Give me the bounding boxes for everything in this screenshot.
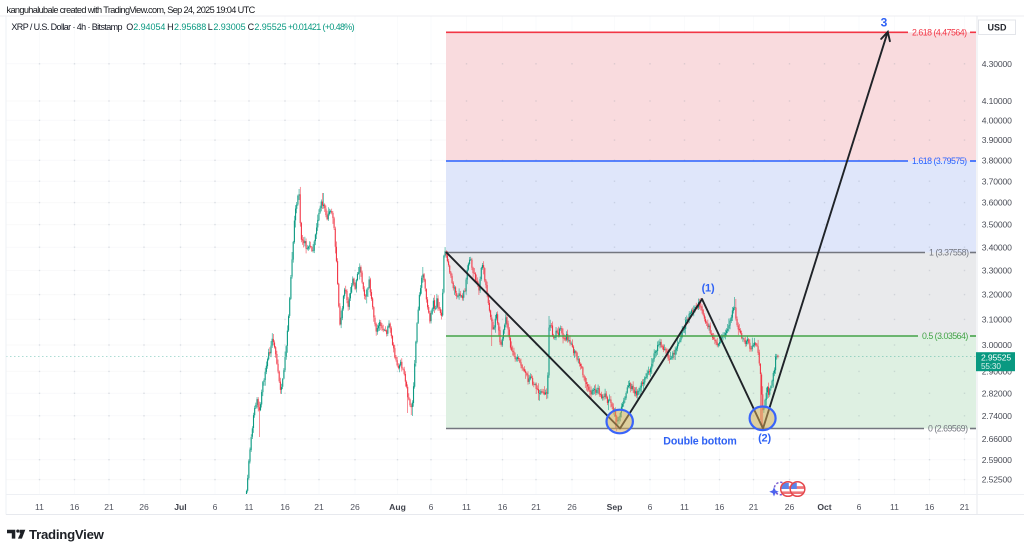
svg-text:2.95525: 2.95525 [254,22,286,32]
svg-text:21: 21 [104,502,114,512]
svg-text:H: H [167,22,173,32]
svg-text:26: 26 [785,502,795,512]
svg-text:6: 6 [429,502,434,512]
svg-text:4.00000: 4.00000 [982,115,1012,125]
svg-text:kanguhalubale created with Tra: kanguhalubale created with TradingView.c… [7,5,256,15]
svg-text:16: 16 [70,502,80,512]
svg-text:2.618 (4.47564): 2.618 (4.47564) [912,28,967,38]
svg-text:3.70000: 3.70000 [982,176,1012,186]
svg-text:4.10000: 4.10000 [982,96,1012,106]
svg-text:16: 16 [498,502,508,512]
svg-text:0.5 (3.03564): 0.5 (3.03564) [922,331,968,341]
svg-text:Oct: Oct [817,502,831,512]
svg-text:2.95688: 2.95688 [174,22,206,32]
svg-text:11: 11 [462,502,471,512]
svg-text:(2): (2) [758,433,771,445]
svg-text:6: 6 [648,502,653,512]
svg-text:C: C [248,22,255,32]
svg-text:2.52500: 2.52500 [982,475,1012,485]
svg-text:Double bottom: Double bottom [663,436,736,448]
svg-text:26: 26 [139,502,149,512]
svg-text:3.90000: 3.90000 [982,135,1012,145]
svg-text:2.93005: 2.93005 [213,22,245,32]
svg-text:11: 11 [890,502,899,512]
svg-text:55:30: 55:30 [981,362,1001,371]
svg-text:21: 21 [960,502,970,512]
svg-text:21: 21 [749,502,759,512]
svg-text:(1): (1) [702,283,715,295]
svg-text:L: L [208,22,213,32]
svg-text:0 (2.69569): 0 (2.69569) [928,424,968,434]
svg-text:XRP / U.S. Dollar · 4h · Bitst: XRP / U.S. Dollar · 4h · Bitstamp [11,22,122,32]
svg-text:26: 26 [350,502,360,512]
svg-text:3.20000: 3.20000 [982,290,1012,300]
svg-text:3.10000: 3.10000 [982,315,1012,325]
svg-text:3.80000: 3.80000 [982,155,1012,165]
svg-text:11: 11 [680,502,689,512]
svg-text:16: 16 [925,502,935,512]
svg-text:6: 6 [857,502,862,512]
svg-text:3.60000: 3.60000 [982,198,1012,208]
svg-text:3: 3 [881,16,888,30]
svg-text:3.30000: 3.30000 [982,266,1012,276]
svg-text:Aug: Aug [389,502,406,512]
svg-text:2.82000: 2.82000 [982,388,1012,398]
svg-text:2.74000: 2.74000 [982,411,1012,421]
svg-text:Jul: Jul [174,502,186,512]
svg-text:2.95525: 2.95525 [981,352,1011,362]
svg-text:16: 16 [715,502,725,512]
svg-text:1 (3.37558): 1 (3.37558) [929,248,969,258]
svg-text:USD: USD [987,23,1007,33]
svg-text:6: 6 [213,502,218,512]
svg-text:2.94054: 2.94054 [133,22,165,32]
svg-text:2.90000: 2.90000 [982,367,1012,377]
svg-text:16: 16 [280,502,290,512]
svg-text:+0.01421 (+0.48%): +0.01421 (+0.48%) [288,22,355,32]
svg-text:21: 21 [531,502,541,512]
svg-text:2.59000: 2.59000 [982,455,1012,465]
svg-text:1.618 (3.79575): 1.618 (3.79575) [912,156,967,166]
svg-text:4.30000: 4.30000 [982,59,1012,69]
svg-text:26: 26 [567,502,577,512]
svg-text:11: 11 [35,502,44,512]
svg-text:3.40000: 3.40000 [982,242,1012,252]
svg-text:Sep: Sep [607,502,623,512]
svg-text:3.00000: 3.00000 [982,340,1012,350]
svg-text:3.50000: 3.50000 [982,220,1012,230]
svg-text:11: 11 [245,502,254,512]
svg-text:2.66000: 2.66000 [982,434,1012,444]
svg-text:TradingView: TradingView [29,527,105,542]
svg-text:21: 21 [314,502,324,512]
svg-text:O: O [126,22,133,32]
